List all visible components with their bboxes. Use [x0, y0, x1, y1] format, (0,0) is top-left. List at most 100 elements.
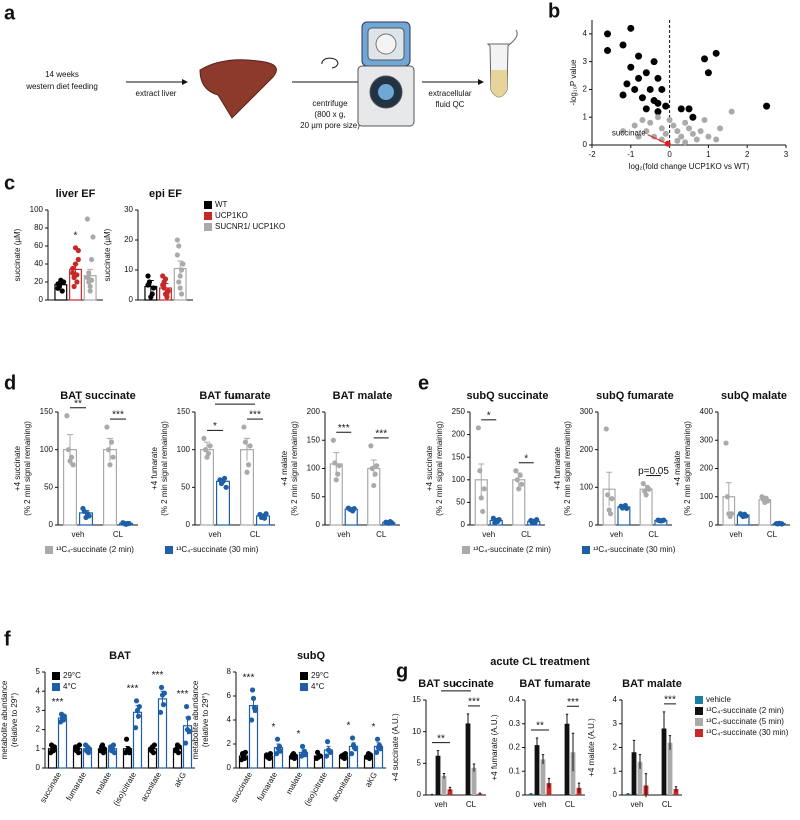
point [373, 749, 380, 756]
panel-letter: d [4, 372, 16, 394]
point [205, 450, 212, 457]
y-tick-label: 200 [307, 407, 321, 416]
point [646, 486, 652, 492]
bar [465, 723, 471, 795]
point [252, 707, 259, 714]
point [642, 105, 650, 113]
point [779, 521, 785, 527]
arrowhead [478, 79, 484, 85]
y-tick-label: 2 [583, 85, 588, 94]
point [607, 511, 614, 517]
point [242, 749, 249, 756]
point [76, 742, 83, 748]
point [249, 687, 256, 693]
point [276, 743, 283, 750]
point [643, 492, 649, 498]
y-tick-label: 50 [456, 498, 465, 507]
y-tick-label: 4 [613, 695, 618, 704]
error-bar [606, 471, 613, 507]
legend-label: 29°C [311, 671, 329, 680]
chart-title: liver EF [56, 188, 96, 200]
bar [546, 783, 552, 795]
step-label: fluid QC [436, 100, 465, 109]
point [323, 753, 330, 759]
point [351, 506, 357, 512]
point [68, 454, 75, 460]
point [605, 492, 611, 498]
x-tick-label: malate [93, 770, 113, 796]
legend-swatch [300, 683, 308, 691]
bar [667, 742, 673, 795]
legend-swatch [695, 696, 703, 704]
step-label: (800 x g, [314, 110, 345, 119]
y-tick-label: 150 [307, 435, 321, 444]
x-tick-label: -2 [588, 150, 596, 159]
point [299, 743, 306, 750]
legend-label: 29°C [63, 671, 81, 680]
y-tick-label: 0 [316, 520, 321, 529]
bar [471, 767, 477, 795]
liver-icon [199, 59, 277, 119]
point [84, 274, 90, 281]
y-tick-label: 40 [34, 259, 43, 268]
point [175, 750, 182, 756]
significance-label: * [272, 722, 276, 733]
panel-heading: acute CL treatment [490, 656, 590, 668]
point [75, 750, 82, 756]
legend-label: ¹³C₄-succinate (2 min) [706, 706, 784, 715]
significance-label: * [213, 421, 217, 432]
y-axis-label: +4 fumarate [553, 446, 562, 489]
y-axis-label: (% 2 min signal remaining) [160, 421, 169, 516]
point [686, 125, 692, 132]
error-bar [466, 713, 470, 733]
point [174, 237, 180, 243]
bar [528, 793, 534, 795]
error-bar [478, 792, 482, 795]
point [241, 755, 248, 762]
x-tick-label: CL [521, 530, 532, 539]
point [99, 742, 106, 748]
point [374, 736, 381, 742]
significance-label: *** [127, 683, 139, 694]
significance-label: ** [536, 721, 544, 732]
chart-title: epi EF [149, 188, 182, 200]
point [88, 256, 95, 263]
legend-label: UCP1KO [215, 211, 248, 220]
point [348, 751, 355, 757]
point [603, 426, 609, 432]
y-tick-label: 1 [583, 112, 588, 121]
y-axis-label: (relative to 29°) [10, 693, 19, 748]
point [186, 728, 193, 735]
point [75, 256, 81, 263]
x-tick-label: CL [250, 530, 261, 539]
y-tick-label: 0 [516, 790, 521, 799]
significance-label: *** [52, 697, 64, 708]
point [662, 130, 669, 137]
annotation-arrow [647, 134, 665, 144]
point [164, 291, 170, 297]
point [86, 270, 92, 276]
bar [534, 745, 540, 795]
point [640, 480, 646, 487]
panel-letter: e [418, 372, 429, 394]
point [223, 484, 229, 490]
point [724, 494, 731, 500]
chart-title: BAT [109, 650, 131, 662]
y-axis-label: metabolite abundance [191, 680, 200, 759]
y-tick-label: 300 [580, 407, 594, 416]
point [712, 49, 720, 57]
y-axis-label: +4 fumarate [150, 446, 159, 489]
y-axis-label: +4 fumarate (A.U.) [490, 714, 499, 780]
point [646, 85, 654, 93]
bar [564, 723, 570, 795]
y-tick-label: 4 [36, 686, 41, 695]
point [207, 443, 213, 449]
y-tick-label: 100 [30, 205, 44, 214]
error-bar [662, 711, 666, 746]
point [534, 516, 540, 523]
legend-swatch [204, 223, 212, 231]
chart-title: BAT fumarate [519, 678, 590, 690]
significance-label: * [347, 721, 351, 732]
point [61, 713, 68, 719]
legend-label: 4°C [311, 682, 325, 691]
